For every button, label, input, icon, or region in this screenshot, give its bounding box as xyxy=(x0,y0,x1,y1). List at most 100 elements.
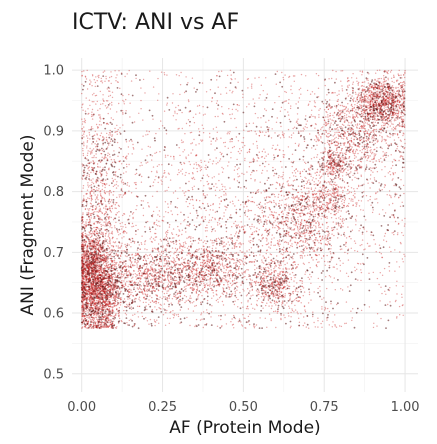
scatter-point xyxy=(87,321,89,324)
scatter-point xyxy=(381,121,384,123)
scatter-point xyxy=(86,286,89,288)
scatter-point xyxy=(323,109,326,111)
scatter-point xyxy=(341,171,343,174)
scatter-point xyxy=(398,69,400,72)
scatter-point xyxy=(90,314,92,317)
scatter-point xyxy=(115,263,118,265)
scatter-point xyxy=(338,135,340,138)
scatter-point xyxy=(391,161,394,163)
scatter-point xyxy=(356,96,358,99)
scatter-point xyxy=(114,264,116,266)
scatter-point xyxy=(102,318,104,320)
scatter-point xyxy=(381,109,383,112)
scatter-point xyxy=(365,119,367,122)
scatter-point xyxy=(365,144,367,146)
scatter-point xyxy=(371,79,374,81)
scatter-point xyxy=(373,82,375,85)
scatter-point xyxy=(105,251,107,254)
scatter-point xyxy=(362,105,365,107)
scatter-point xyxy=(151,292,154,295)
scatter-point xyxy=(328,144,331,147)
scatter-point xyxy=(369,108,372,111)
scatter-point xyxy=(373,95,375,97)
scatter-point xyxy=(377,107,379,110)
scatter-point xyxy=(362,140,365,142)
scatter-point xyxy=(390,109,393,112)
scatter-point xyxy=(350,145,352,147)
scatter-point xyxy=(379,85,381,87)
scatter-point xyxy=(390,110,392,113)
scatter-point xyxy=(357,152,359,155)
scatter-point xyxy=(89,243,92,245)
scatter-point xyxy=(370,127,373,129)
scatter-point xyxy=(403,90,406,93)
scatter-point xyxy=(91,240,94,242)
scatter-point xyxy=(333,141,336,144)
scatter-point xyxy=(333,122,336,124)
scatter-point xyxy=(368,90,370,92)
scatter-point xyxy=(184,301,186,304)
scatter-point xyxy=(356,123,359,125)
scatter-point xyxy=(363,127,366,130)
scatter-point xyxy=(344,157,347,160)
scatter-point xyxy=(117,291,119,294)
scatter-point xyxy=(212,283,214,286)
scatter-point xyxy=(349,130,352,133)
scatter-point xyxy=(370,80,373,83)
scatter-point xyxy=(389,97,391,99)
scatter-point xyxy=(96,301,98,304)
scatter-point xyxy=(357,113,359,115)
scatter-point xyxy=(167,279,170,281)
scatter-point xyxy=(352,99,354,101)
scatter-point xyxy=(380,128,382,131)
scatter-point xyxy=(371,97,374,100)
scatter-point xyxy=(349,94,351,96)
scatter-point xyxy=(171,298,174,300)
scatter-point xyxy=(388,117,390,120)
scatter-point xyxy=(395,113,397,115)
scatter-point xyxy=(370,98,372,100)
scatter-point xyxy=(334,137,336,140)
scatter-point xyxy=(394,109,396,112)
scatter-point xyxy=(394,97,396,100)
scatter-point xyxy=(335,149,338,151)
scatter-point xyxy=(148,289,150,292)
scatter-point xyxy=(323,119,326,121)
scatter-point xyxy=(364,148,366,150)
scatter-point xyxy=(382,151,384,153)
scatter-point xyxy=(332,152,334,154)
scatter-point xyxy=(373,153,375,155)
scatter-point xyxy=(136,305,139,307)
scatter-point xyxy=(376,101,378,103)
scatter-point xyxy=(339,126,341,128)
scatter-point xyxy=(293,80,295,83)
scatter-point xyxy=(193,280,195,282)
scatter-point xyxy=(367,102,369,104)
scatter-point xyxy=(330,159,333,161)
scatter-point xyxy=(343,105,346,108)
scatter-point xyxy=(349,172,351,175)
scatter-point xyxy=(387,85,389,88)
scatter-point xyxy=(357,137,359,140)
scatter-point xyxy=(88,240,90,243)
scatter-point xyxy=(369,89,371,92)
scatter-point xyxy=(346,136,348,139)
scatter-point xyxy=(85,271,87,273)
scatter-point xyxy=(380,82,383,85)
scatter-point xyxy=(375,103,377,105)
scatter-point xyxy=(334,181,336,184)
scatter-point xyxy=(318,116,320,118)
scatter-point xyxy=(96,284,98,287)
scatter-point xyxy=(390,104,393,107)
scatter-point xyxy=(374,79,376,81)
scatter-point xyxy=(401,106,403,108)
scatter-point xyxy=(367,155,370,157)
scatter-point xyxy=(366,131,369,133)
scatter-point xyxy=(137,282,140,284)
scatter-point xyxy=(153,263,155,265)
scatter-point xyxy=(109,280,111,282)
scatter-point xyxy=(337,109,340,111)
scatter-point xyxy=(377,97,380,100)
scatter-point xyxy=(349,143,351,145)
scatter-point xyxy=(82,213,84,216)
